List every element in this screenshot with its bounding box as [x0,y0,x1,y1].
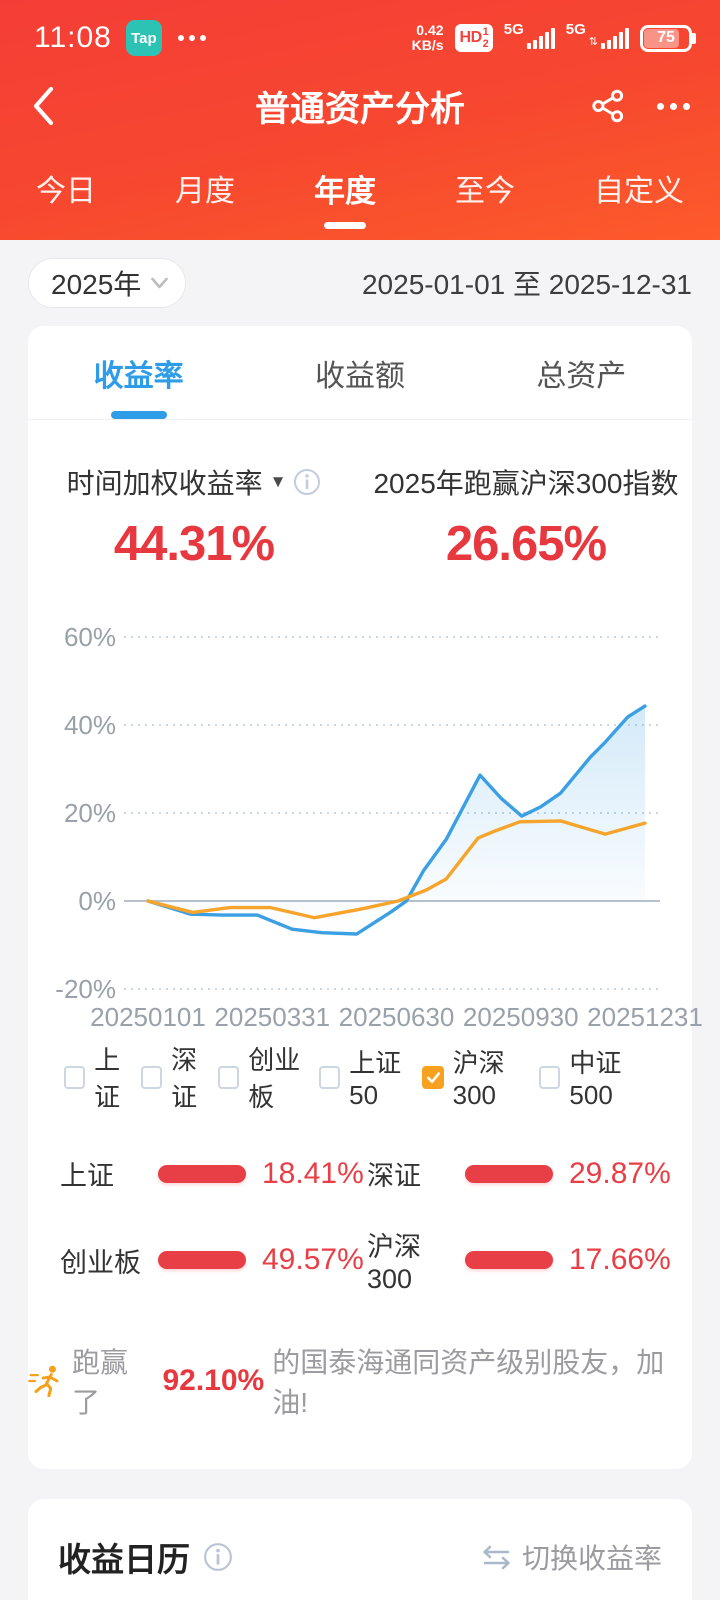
index-checkbox-row: 上证 深证 创业板 上证50 沪深300 中证500 [28,1040,692,1114]
period-tab-1[interactable]: 今日 [36,175,96,208]
battery-icon: 75 [640,24,696,52]
metric-tab-3[interactable]: 总资产 [536,359,627,393]
year-selector[interactable]: 2025年 [28,258,187,308]
more-menu-icon[interactable] [657,102,690,110]
share-icon[interactable] [591,89,625,123]
weighted-return-value: 44.31% [113,517,275,571]
info-icon[interactable] [293,468,321,496]
svg-text:40%: 40% [64,710,116,740]
svg-text:60%: 60% [64,622,116,652]
stat-bar [158,1251,246,1269]
index-stat-1: 上证 18.41% [60,1156,364,1192]
network-speed: 0.42 KB/s [411,22,444,53]
index-checkbox-2[interactable]: 深证 [141,1040,218,1114]
metric-tabs: 收益率 收益额 总资产 [28,326,692,420]
checkbox-icon [218,1065,240,1089]
swap-icon [481,1544,512,1571]
stat-bar [465,1251,553,1269]
calendar-card: 收益日历 切换收益率 年月 [28,1499,692,1600]
calendar-title: 收益日历 [58,1541,190,1578]
index-stat-4: 沪深300 17.66% [367,1232,671,1294]
checkbox-checked-icon [422,1065,444,1089]
page-title: 普通资产分析 [254,89,466,129]
clock-time: 11:08 [34,21,112,54]
back-icon[interactable] [30,85,56,127]
svg-text:20250930: 20250930 [463,1002,579,1032]
beat-percent: 92.10% [162,1364,265,1397]
metric-tab-1[interactable]: 收益率 [28,326,249,419]
stat-bar [158,1164,246,1183]
caret-down-icon: ▼ [269,472,287,491]
checkbox-icon [141,1065,163,1089]
period-tab-4[interactable]: 至今 [455,175,515,208]
switch-return-rate-button[interactable]: 切换收益率 [481,1537,662,1577]
filter-row: 2025年 2025-01-01 至 2025-12-31 [0,240,720,326]
beat-message: 跑赢了 92.10% 的国泰海通同资产级别股友，加油! [28,1341,692,1421]
weighted-return-label[interactable]: 时间加权收益率 ▼ [67,462,322,502]
index-checkbox-6[interactable]: 中证500 [539,1043,656,1111]
index-stat-2: 深证 29.87% [367,1156,671,1192]
runner-icon [28,1364,64,1398]
chevron-down-icon [150,276,169,290]
svg-text:-20%: -20% [55,974,116,1004]
returns-line-chart[interactable]: 60% 40% 20% 0% -20% 20250101 20250331 20250630 2… [28,596,703,1036]
svg-text:20250101: 20250101 [90,1002,206,1032]
period-tab-3[interactable]: 年度 [314,166,376,231]
beat-index-label: 2025年跑赢沪深300指数 [373,468,679,499]
period-tab-2[interactable]: 月度 [175,175,235,208]
signal-sim1-icon: 5G [504,22,555,49]
signal-sim2-icon: 5G ⇅ [566,22,629,49]
nav-bar: 普通资产分析 [0,64,720,148]
analysis-card: 收益率 收益额 总资产 时间加权收益率 ▼ 44.31% 2025年跑赢沪深300指数… [28,326,703,1469]
period-tabs: 今日 月度 年度 至今 自定义 [0,148,720,231]
index-stat-3: 创业板 49.57% [60,1243,364,1278]
index-checkbox-4[interactable]: 上证50 [318,1043,423,1111]
stat-bar [465,1164,553,1183]
index-checkbox-3[interactable]: 创业板 [218,1040,319,1114]
index-checkbox-5[interactable]: 沪深300 [422,1043,539,1111]
svg-text:20250331: 20250331 [214,1002,330,1032]
checkbox-icon [539,1065,561,1089]
notification-dots-icon [177,35,206,41]
metrics-row: 时间加权收益率 ▼ 44.31% 2025年跑赢沪深300指数 26.65% [28,420,692,572]
date-range-text: 2025-01-01 至 2025-12-31 [361,269,692,300]
info-icon[interactable] [203,1542,233,1572]
beat-index-value: 26.65% [445,517,607,571]
checkbox-icon [64,1065,86,1089]
svg-text:20%: 20% [64,798,116,828]
metric-tab-2[interactable]: 收益额 [314,359,405,393]
svg-text:20251231: 20251231 [587,1002,703,1032]
period-tab-5[interactable]: 自定义 [594,175,684,208]
svg-text:0%: 0% [78,886,116,916]
index-checkbox-1[interactable]: 上证 [64,1040,141,1114]
checkbox-icon [318,1065,341,1089]
tap-app-badge: Tap [125,20,162,56]
svg-text:20250630: 20250630 [339,1002,455,1032]
index-stats-grid: 上证 18.41% 深证 29.87% 创业板 49.57% 沪深300 17.66% [28,1114,692,1295]
